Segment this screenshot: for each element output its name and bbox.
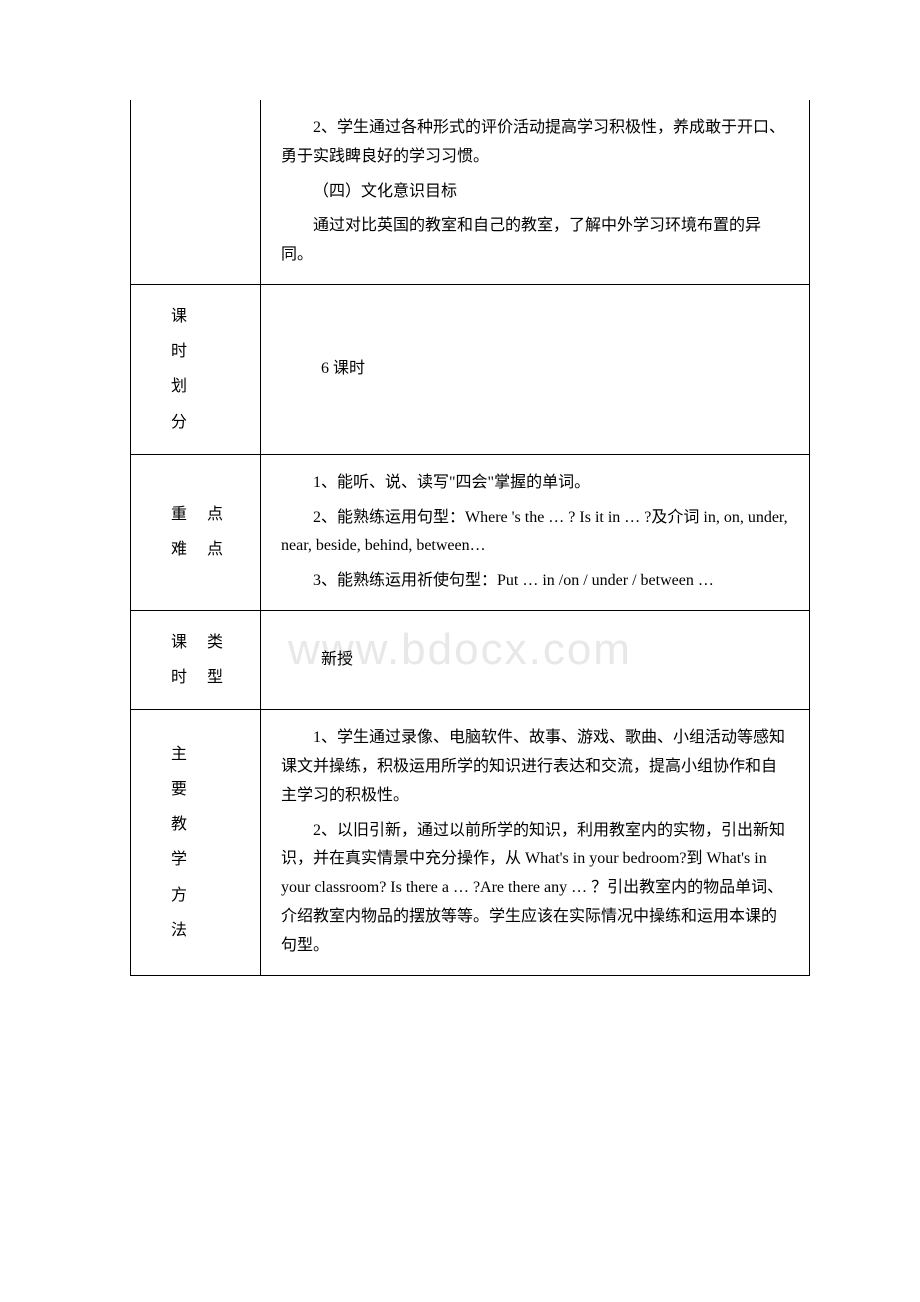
label-char: 主 — [171, 737, 240, 772]
table-row: 2、学生通过各种形式的评价活动提高学习积极性，养成敢于开口、勇于实践睥良好的学习… — [131, 100, 810, 284]
content-text: 新授 — [321, 651, 353, 668]
label-char: 学 — [171, 842, 240, 877]
row5-content-cell: 1、学生通过录像、电脑软件、故事、游戏、歌曲、小组活动等感知课文并操练，积极运用… — [261, 710, 810, 975]
vertical-label: 课 时 划 分 — [171, 299, 240, 440]
label-char: 方 — [171, 878, 240, 913]
content-text: 6 课时 — [321, 360, 365, 377]
label-line: 重 点 — [171, 497, 240, 532]
label-char: 教 — [171, 807, 240, 842]
row3-content-cell: 1、能听、说、读写"四会"掌握的单词。 2、能熟练运用句型：Where 's t… — [261, 454, 810, 610]
label-char: 划 — [171, 369, 240, 404]
table-row: 课 时 划 分 6 课时 — [131, 284, 810, 454]
content-text: 2、以旧引新，通过以前所学的知识，利用教室内的实物，引出新知识，并在真实情景中充… — [281, 817, 791, 961]
label-line: 课 类 — [171, 625, 240, 660]
content-text: 3、能熟练运用祈使句型：Put … in /on / under / betwe… — [281, 567, 791, 596]
content-text: （四）文化意识目标 — [281, 178, 791, 207]
label-char: 要 — [171, 772, 240, 807]
label-line: 时 型 — [171, 660, 240, 695]
content-text: 通过对比英国的教室和自己的教室，了解中外学习环境布置的异同。 — [281, 212, 791, 270]
lesson-plan-table: 2、学生通过各种形式的评价活动提高学习积极性，养成敢于开口、勇于实践睥良好的学习… — [130, 100, 810, 976]
table-row: 主 要 教 学 方 法 1、学生通过录像、电脑软件、故事、游戏、歌曲、小组活动等… — [131, 710, 810, 975]
row1-label-cell — [131, 100, 261, 284]
vertical-label: 课 类 时 型 — [171, 625, 240, 695]
label-line: 难 点 — [171, 532, 240, 567]
table-row: 课 类 时 型 新授 — [131, 610, 810, 709]
content-text: 2、能熟练运用句型：Where 's the … ? Is it in … ?及… — [281, 504, 791, 562]
row2-content-cell: 6 课时 — [261, 284, 810, 454]
row3-label-cell: 重 点 难 点 — [131, 454, 261, 610]
content-text: 1、学生通过录像、电脑软件、故事、游戏、歌曲、小组活动等感知课文并操练，积极运用… — [281, 724, 791, 810]
table-row: 重 点 难 点 1、能听、说、读写"四会"掌握的单词。 2、能熟练运用句型：Wh… — [131, 454, 810, 610]
content-text: 2、学生通过各种形式的评价活动提高学习积极性，养成敢于开口、勇于实践睥良好的学习… — [281, 114, 791, 172]
row1-content-cell: 2、学生通过各种形式的评价活动提高学习积极性，养成敢于开口、勇于实践睥良好的学习… — [261, 100, 810, 284]
vertical-label: 主 要 教 学 方 法 — [171, 737, 240, 948]
row2-label-cell: 课 时 划 分 — [131, 284, 261, 454]
row4-label-cell: 课 类 时 型 — [131, 610, 261, 709]
content-text: 1、能听、说、读写"四会"掌握的单词。 — [281, 469, 791, 498]
row5-label-cell: 主 要 教 学 方 法 — [131, 710, 261, 975]
label-char: 课 — [171, 299, 240, 334]
label-char: 时 — [171, 334, 240, 369]
vertical-label: 重 点 难 点 — [171, 497, 240, 567]
label-char: 分 — [171, 405, 240, 440]
row4-content-cell: 新授 — [261, 610, 810, 709]
label-char: 法 — [171, 913, 240, 948]
